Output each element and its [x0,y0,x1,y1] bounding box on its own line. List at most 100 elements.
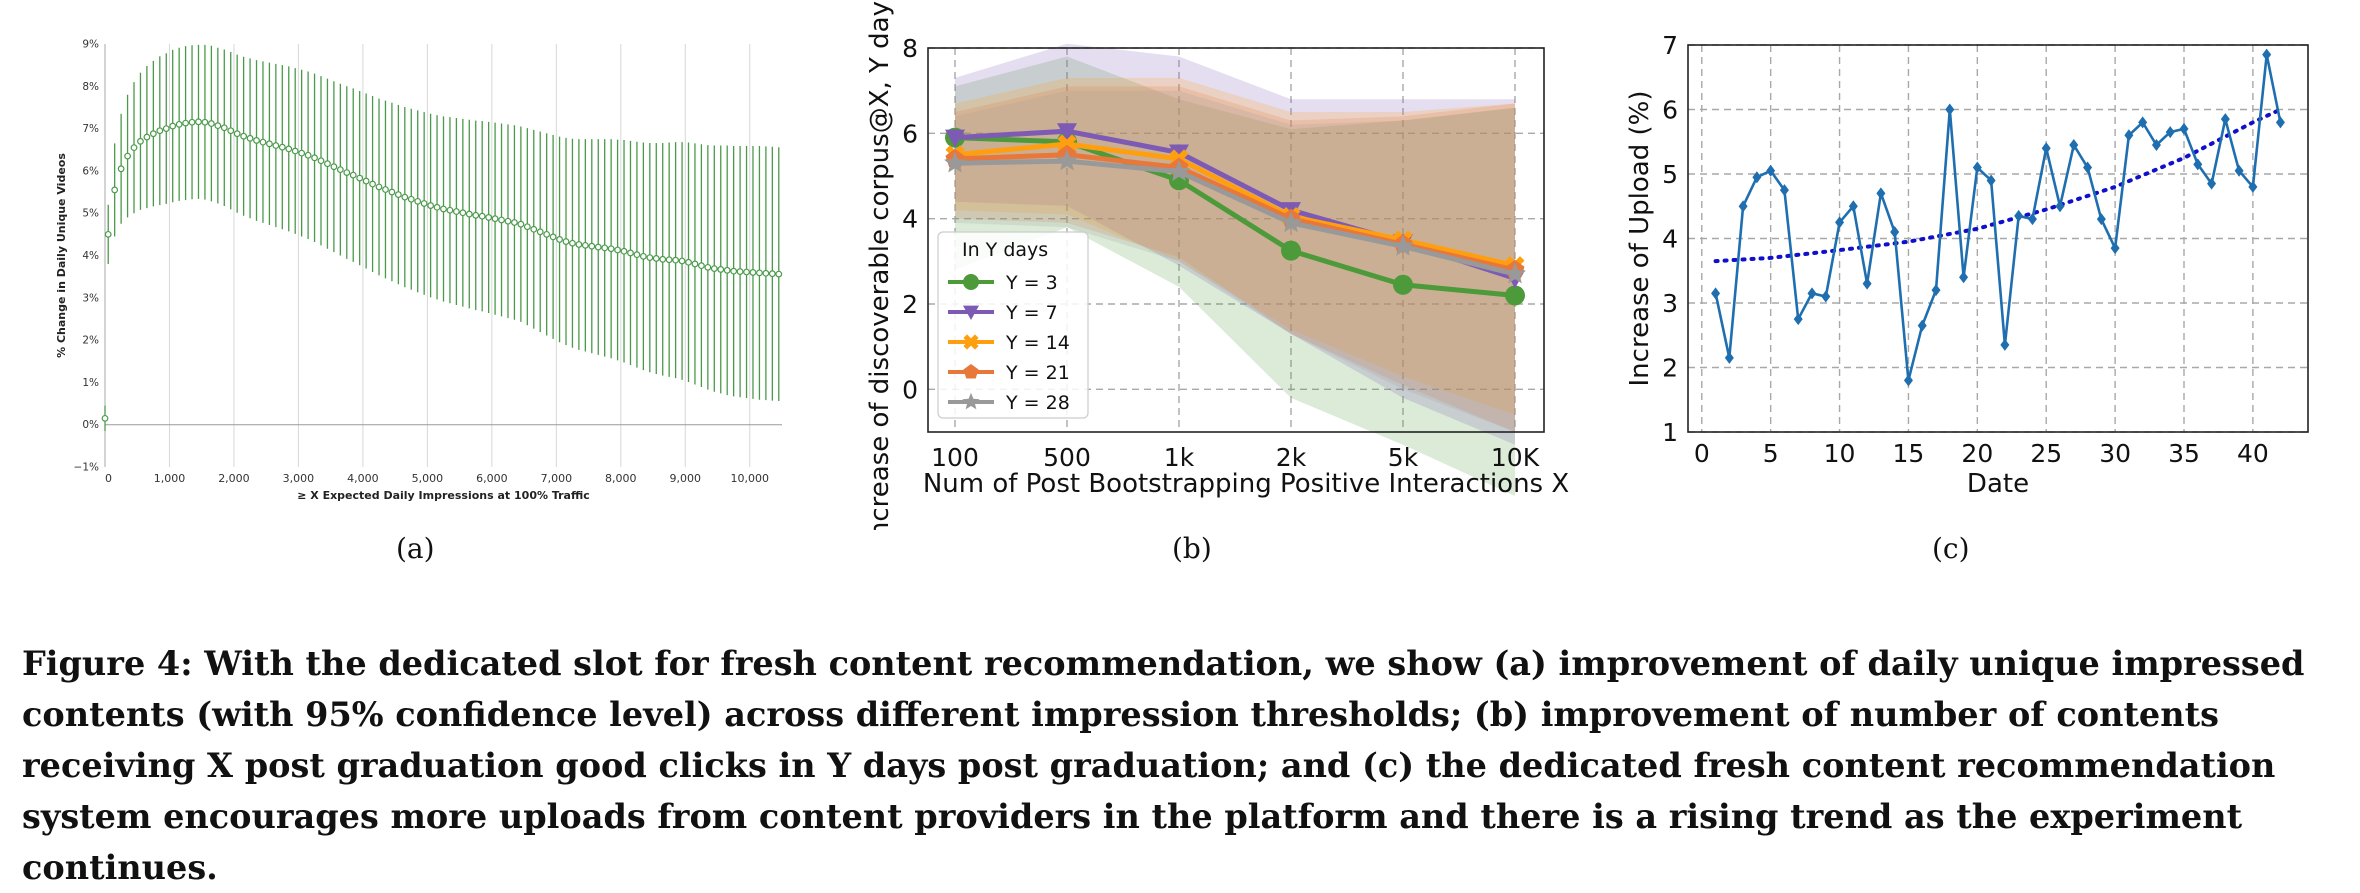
data-point [304,151,312,159]
x-tick-label: 5k [1388,443,1419,472]
data-point [272,142,280,149]
y-tick-label: 4% [82,250,99,262]
y-axis-label-a: % Change in Daily Unique Videos [55,153,68,358]
data-marker [1724,351,1734,364]
data-point [588,242,596,250]
y-tick-label: −1% [74,462,99,474]
data-point [427,202,435,209]
y-tick-label: 2 [1662,354,1678,383]
data-marker [1862,277,1872,290]
x-axis-label-b: Num of Post Bootstrapping Positive Inter… [923,469,1569,499]
data-point [343,169,351,176]
data-marker [2193,158,2203,171]
data-point [556,236,563,243]
data-point [214,122,222,130]
data-point [156,127,164,135]
series-line [954,158,1516,277]
data-point [246,134,254,142]
x-tick-label: 0 [1694,439,1710,468]
data-point [775,270,783,278]
data-point [182,119,189,127]
legend-label: Y = 21 [1005,362,1070,384]
data-marker [2124,129,2134,142]
y-ticks-c: 1 2 3 4 5 6 7 [1662,31,1678,447]
data-point [137,137,144,145]
x-tick-label: 20 [1961,439,1993,468]
data-marker [1876,187,1886,200]
confidence-band [955,43,1515,445]
data-point [543,230,551,238]
data-point [240,132,248,140]
data-point [298,149,306,157]
sublabel-c: (c) [1932,532,1970,565]
data-point [575,241,583,248]
data-point [698,262,705,270]
y-tick-label: 2% [82,335,99,347]
data-point [233,130,241,138]
data-point [523,223,531,231]
data-marker [2069,138,2079,151]
data-point [472,211,480,219]
data-marker [1392,234,1414,256]
data-point [704,263,712,271]
legend-label: Y = 28 [1005,392,1070,414]
x-tick-label: 100 [931,443,979,472]
y-tick-label: 5 [1662,160,1678,189]
x-ticks-c: 0 5 10 15 20 25 30 35 40 [1694,439,2269,468]
y-tick-label: 6 [1662,96,1678,125]
data-point [627,249,634,257]
data-marker [1972,161,1982,174]
data-point [569,239,576,247]
data-point [375,183,383,191]
x-tick-label: 0 [105,472,112,485]
data-marker [1917,319,1927,332]
data-point [220,124,228,132]
data-marker [2165,126,2175,139]
plot-frame-b [927,47,1545,433]
data-point [756,269,763,277]
data-marker [2248,180,2258,193]
data-point [730,267,738,275]
data-marker [1280,211,1302,233]
y-tick-label: 2 [902,290,918,319]
series-c [1711,48,2285,387]
data-point [659,255,667,263]
data-point [111,186,119,194]
data-point [169,122,177,130]
data-point [762,269,770,277]
data-marker [1835,216,1845,229]
data-point [349,171,357,179]
y-tick-label: 1 [1662,418,1678,447]
x-tick-label: 25 [2030,439,2062,468]
data-marker [2220,113,2230,126]
data-marker [2014,209,2024,222]
data-point [162,125,170,133]
y-ticks-b: 0 2 4 6 8 [902,34,918,404]
series-b [944,123,1526,306]
y-tick-label: 4 [1662,225,1678,254]
data-point [149,130,157,138]
x-ticks-a: 0 1,000 2,000 3,000 4,000 5,000 6,000 7,000 8,00… [105,472,769,485]
x-tick-label: 500 [1043,443,1091,472]
data-point [311,154,318,162]
data-point [394,191,402,198]
data-point [639,252,647,260]
x-tick-label: 5,000 [412,472,444,485]
data-point [620,247,628,255]
data-marker [2207,177,2217,190]
data-marker [1056,149,1078,171]
data-marker [1752,171,1762,184]
data-point [491,215,499,223]
data-point [324,160,331,168]
legend-marker [963,274,979,290]
series-line [1714,54,2282,381]
x-tick-label: 10 [1824,439,1856,468]
data-point [201,118,209,126]
y-tick-label: 8% [82,81,99,93]
data-point [743,268,750,276]
sublabel-a: (a) [396,532,435,565]
y-tick-label: 8 [902,34,918,63]
legend-title: In Y days [962,239,1048,261]
confidence-band [955,86,1515,433]
